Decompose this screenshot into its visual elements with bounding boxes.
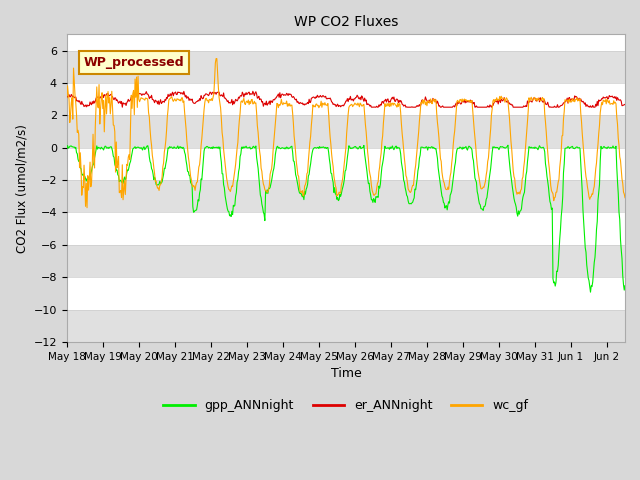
X-axis label: Time: Time [330,367,361,380]
Bar [67,310,625,342]
Bar [67,50,625,83]
Y-axis label: CO2 Flux (umol/m2/s): CO2 Flux (umol/m2/s) [15,124,28,252]
Bar [67,180,625,213]
Bar [67,245,625,277]
Title: WP CO2 Fluxes: WP CO2 Fluxes [294,15,398,29]
Bar [67,115,625,148]
Text: WP_processed: WP_processed [84,56,184,69]
Legend: gpp_ANNnight, er_ANNnight, wc_gf: gpp_ANNnight, er_ANNnight, wc_gf [158,394,534,417]
